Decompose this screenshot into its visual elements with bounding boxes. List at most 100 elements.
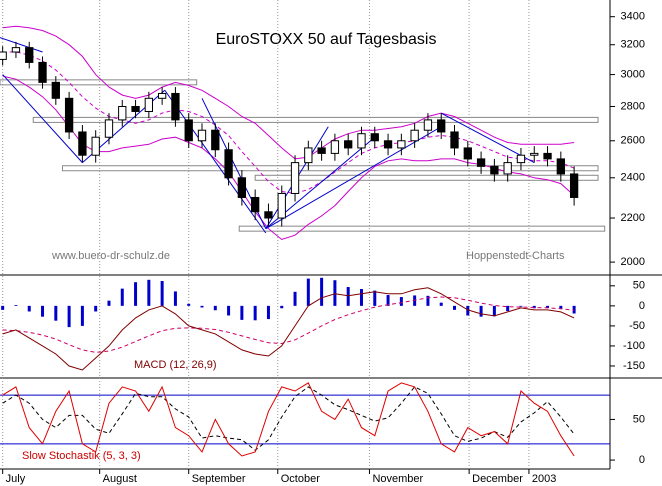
source: Hoppenstedt-Charts [466,250,565,262]
level-band [32,116,599,123]
macd-histogram [94,305,98,312]
y-tick-label: 2200 [621,212,645,224]
trendline [265,126,442,230]
level-band [0,79,198,86]
candle-body [25,47,34,63]
bollinger-upper [2,25,575,160]
macd-histogram [27,305,31,312]
x-tick-label: August [103,473,137,485]
chart-title: EuroSTOXX 50 auf Tagesbasis [216,31,437,48]
candle-body [118,105,127,121]
macd-histogram [439,302,443,306]
x-tick-label: November [372,473,423,485]
y-tick-label: 2600 [621,135,645,147]
candle-body [317,147,326,154]
macd-histogram [173,291,177,306]
trendline [0,37,43,53]
macd-histogram [572,305,576,314]
macd-histogram [519,305,523,307]
y-tick-label: 3400 [621,11,645,23]
candle-body [370,133,379,142]
candle-body [530,152,539,156]
macd-histogram [453,305,457,310]
macd-histogram [227,305,231,316]
macd-histogram [386,295,390,306]
level-band [61,165,599,172]
macd-histogram [54,305,58,321]
candle-body [11,47,21,53]
macd-histogram [333,280,337,306]
y-tick-label: -50 [629,320,645,332]
candle-body [304,147,313,164]
x-tick-label: July [6,473,26,485]
macd-histogram [266,305,270,320]
x-tick-label: 2003 [532,473,556,485]
macd-histogram [80,305,84,326]
candle-body [211,129,220,151]
candle-body [51,81,60,99]
x-tick-label: December [472,473,523,485]
macd-histogram [160,281,164,306]
macd-histogram [426,295,430,306]
macd-histogram [187,303,191,306]
watermark: www.buero-dr-schulz.de [51,250,170,262]
candle-body [450,131,459,149]
candle-body [423,119,433,131]
y-tick-label: -150 [623,360,645,372]
candle-body [171,92,180,121]
bollinger-middle [2,51,575,195]
macd-histogram [346,287,350,306]
macd-histogram [373,290,377,306]
macd-label: MACD (12, 26,9) [134,359,217,371]
macd-histogram [479,305,483,317]
macd-histogram [293,291,297,306]
macd-histogram [280,305,284,309]
trendline [440,112,535,164]
macd-histogram [213,305,217,311]
candle-body [437,119,446,133]
candle-body [463,147,472,160]
macd-signal [2,296,575,353]
candle-body [290,162,300,194]
candle-body [131,105,140,112]
macd-histogram [107,300,111,306]
candle-body [556,158,565,175]
candle-body [357,133,366,149]
x-tick-label: October [281,473,320,485]
macd-histogram [1,305,5,310]
candle-body [264,211,273,219]
macd-histogram [320,277,324,306]
candle-body [64,97,74,133]
trendline [2,74,83,163]
candle-body [569,173,579,198]
candle-body [410,129,419,142]
stochastic-d [2,386,575,451]
y-tick-label: 2400 [621,172,645,184]
trendline [164,89,267,234]
candle-body [383,140,393,149]
candle-body [516,154,526,164]
macd-histogram [14,305,18,306]
macd-histogram [559,305,563,310]
macd-histogram [200,305,204,308]
candle-body [184,119,193,142]
x-tick-label: September [192,473,246,485]
macd-histogram [492,305,496,317]
candle-body [157,92,167,99]
stochastic-k [2,382,575,457]
macd-histogram [240,305,244,320]
candle-body [543,152,552,160]
candle-body [476,158,486,167]
macd-histogram [306,278,310,306]
macd-histogram [134,282,138,306]
macd-histogram [399,297,403,306]
candle-body [490,165,499,175]
candle-body [251,196,260,213]
candle-body [503,162,512,175]
candle-body [397,140,406,149]
candle-body [91,136,100,156]
macd-histogram [506,305,510,312]
macd-histogram [253,305,257,321]
